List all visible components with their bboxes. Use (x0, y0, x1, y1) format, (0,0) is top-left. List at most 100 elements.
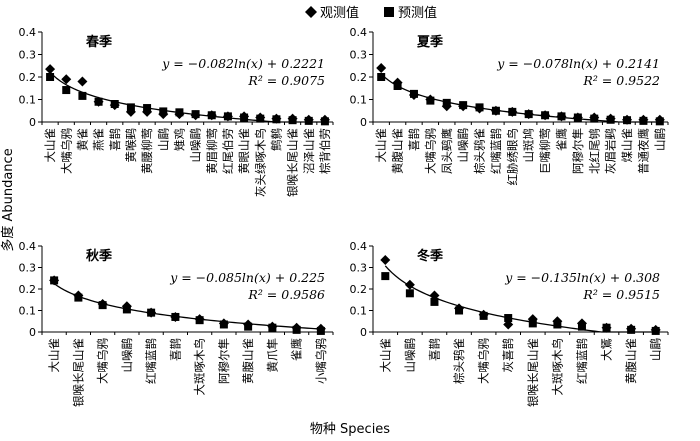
category-label: 大嘴乌鸦 (423, 128, 437, 174)
category-label: 小嘴乌鸦 (314, 338, 328, 384)
observed-point (626, 323, 637, 334)
predicted-point (405, 289, 414, 298)
legend-observed-label: 观测值 (320, 5, 359, 21)
category-label: 红尾伯劳 (221, 128, 235, 174)
observed-point (576, 318, 587, 329)
fit-equation: y = −0.078ln(x) + 0.2141 (496, 56, 660, 71)
category-label: 灰头绿啄木鸟 (253, 128, 267, 197)
observed-point (589, 112, 600, 123)
predicted-point (504, 314, 513, 323)
season-title: 夏季 (416, 34, 443, 50)
category-label: 大山雀 (47, 338, 61, 373)
category-label: 山噪鹛 (456, 128, 470, 163)
category-label: 红胁绣眼鸟 (505, 128, 519, 186)
category-label: 棕头鸦雀 (452, 338, 466, 384)
observed-point (315, 323, 326, 334)
category-label: 喜鹊 (108, 128, 122, 151)
category-label: 红嘴蓝鹊 (489, 128, 503, 174)
panel-4: 0 0.1 0.2 0.3 0.4 大山雀 山噪鹛 喜鹊 棕头鸦雀 大嘴乌鸦 灰喜鹊 银喉长尾山雀 大斑… (350, 240, 669, 407)
observed-point (303, 114, 314, 125)
observed-point (125, 106, 136, 117)
observed-point (109, 100, 120, 111)
season-title: 秋季 (86, 248, 112, 264)
category-label: 灰喜鹊 (501, 338, 515, 373)
observed-point (267, 321, 278, 332)
observed-point (572, 112, 583, 123)
category-label: 大山雀 (374, 128, 388, 163)
category-label: 大斑啄木鸟 (193, 338, 207, 396)
category-label: 山斑鸠 (522, 128, 536, 163)
category-label: 黄雀 (75, 128, 89, 151)
observed-point (380, 254, 391, 265)
fit-equation: y = −0.082ln(x) + 0.2221 (161, 56, 325, 71)
predicted-point (377, 73, 386, 81)
category-label: 黄腹山雀 (624, 338, 638, 384)
y-tick-label: 0.4 (19, 26, 37, 39)
category-label: 沼泽山雀 (302, 128, 316, 174)
category-label: 鹪鹩 (269, 128, 283, 151)
y-axis-label: 多度 Abundance (0, 148, 16, 251)
y-tick-label: 0 (360, 116, 367, 129)
observed-point (490, 105, 501, 116)
fit-r2: R² = 0.9586 (247, 287, 325, 302)
category-label: 大鵟 (600, 338, 614, 361)
observed-point (61, 74, 72, 85)
fit-equation: y = −0.135ln(x) + 0.308 (504, 270, 660, 285)
category-label: 银喉长尾山雀 (286, 128, 300, 197)
category-label: 黄腹山雀 (241, 338, 255, 384)
y-tick-label: 0.1 (19, 305, 37, 318)
category-label: 普通夜鹰 (636, 128, 650, 174)
observed-point (287, 113, 298, 124)
category-label: 山鹛 (156, 128, 170, 151)
y-tick-label: 0.4 (19, 240, 37, 253)
category-label: 大嘴乌鸦 (59, 128, 73, 174)
observed-point (239, 111, 250, 122)
y-tick-label: 0.1 (350, 305, 368, 318)
category-label: 棕背伯劳 (318, 128, 332, 174)
category-label: 雀鹰 (554, 128, 568, 151)
legend-predicted-marker (384, 7, 394, 17)
category-label: 大山雀 (43, 128, 57, 163)
fit-r2: R² = 0.9515 (582, 287, 660, 302)
observed-point (454, 303, 465, 314)
observed-point (556, 111, 567, 122)
category-label: 棕头鸦雀 (473, 128, 487, 174)
observed-point (206, 110, 217, 121)
predicted-point (381, 272, 390, 281)
y-tick-label: 0.2 (350, 283, 368, 296)
observed-point (552, 316, 563, 327)
category-label: 巨嘴柳莺 (538, 128, 552, 174)
observed-point (121, 301, 132, 312)
category-label: 喜鹊 (427, 338, 441, 361)
observed-point (218, 318, 229, 329)
y-tick-label: 0 (29, 326, 36, 339)
observed-point (146, 307, 157, 318)
observed-point (142, 106, 153, 117)
category-label: 大嘴乌鸦 (477, 338, 491, 384)
y-tick-label: 0.2 (19, 71, 37, 84)
category-label: 山鹛 (649, 338, 663, 361)
observed-point (271, 113, 282, 124)
category-label: 红嘴蓝鹊 (575, 338, 589, 384)
category-label: 喜鹊 (168, 338, 182, 361)
y-tick-label: 0.3 (19, 49, 37, 62)
observed-point (458, 101, 469, 112)
observed-point (474, 103, 485, 114)
observed-point (158, 109, 169, 120)
observed-point (638, 114, 649, 125)
category-label: 灰眉岩鹀 (604, 128, 618, 174)
season-title: 冬季 (417, 248, 443, 264)
fit-r2: R² = 0.9075 (247, 73, 325, 88)
observed-point (190, 110, 201, 121)
category-label: 喜鹊 (407, 128, 421, 151)
fit-equation: y = −0.085ln(x) + 0.225 (169, 270, 325, 285)
legend-observed-marker (305, 6, 317, 18)
category-label: 黄爪隼 (265, 338, 279, 373)
category-label: 山噪鹛 (403, 338, 417, 373)
observed-point (77, 76, 88, 87)
observed-point (45, 64, 56, 75)
category-label: 大斑啄木鸟 (550, 338, 564, 396)
observed-point (540, 110, 551, 121)
